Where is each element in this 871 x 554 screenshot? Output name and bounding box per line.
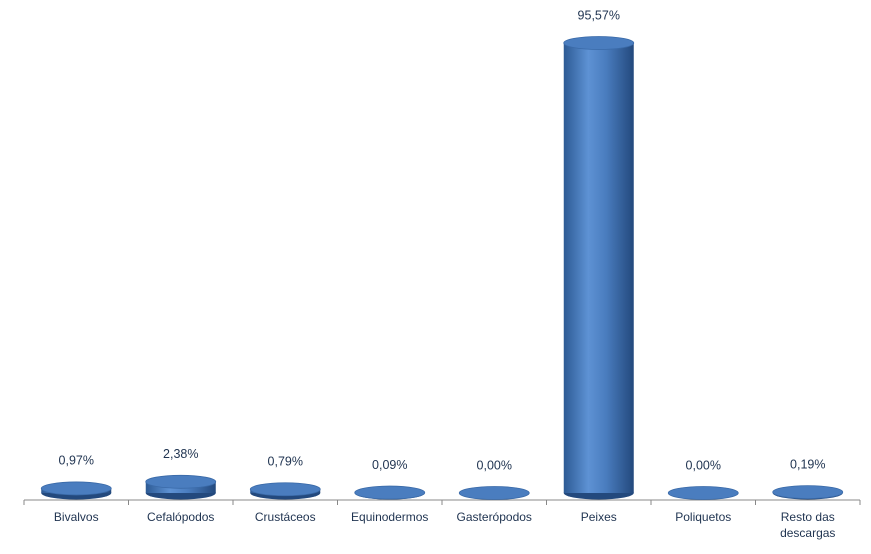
bar-top (354, 485, 426, 500)
bar-top (563, 36, 635, 50)
bar (40, 481, 112, 500)
value-label: 0,09% (372, 458, 407, 472)
value-label: 0,79% (268, 455, 303, 469)
x-tick-label: Peixes (581, 510, 617, 524)
bar-top (145, 474, 217, 489)
bar-top (667, 486, 739, 500)
value-label: 0,00% (686, 458, 721, 472)
value-label: 0,00% (477, 458, 512, 472)
x-tick-label: Equinodermos (351, 510, 428, 524)
x-tick-label: Poliquetos (675, 510, 731, 524)
x-tick-label: Gasterópodos (457, 510, 532, 524)
value-label: 95,57% (578, 8, 620, 22)
bar (354, 485, 426, 500)
bar-body (563, 43, 634, 493)
bar (667, 486, 739, 500)
bar (145, 474, 217, 500)
x-tick-label: Resto das descargas (780, 510, 835, 540)
bar-top (458, 486, 530, 500)
value-label: 0,97% (59, 454, 94, 468)
x-tick-label: Bivalvos (54, 510, 99, 524)
value-label: 2,38% (163, 447, 198, 461)
bar (563, 36, 635, 500)
bar (249, 482, 321, 500)
bar-top (772, 485, 844, 500)
bar (772, 485, 844, 500)
bar-top (40, 481, 112, 496)
value-label: 0,19% (790, 457, 825, 471)
bar-top (249, 482, 321, 497)
bar (458, 486, 530, 500)
x-tick-label: Crustáceos (255, 510, 316, 524)
x-tick-label: Cefalópodos (147, 510, 214, 524)
